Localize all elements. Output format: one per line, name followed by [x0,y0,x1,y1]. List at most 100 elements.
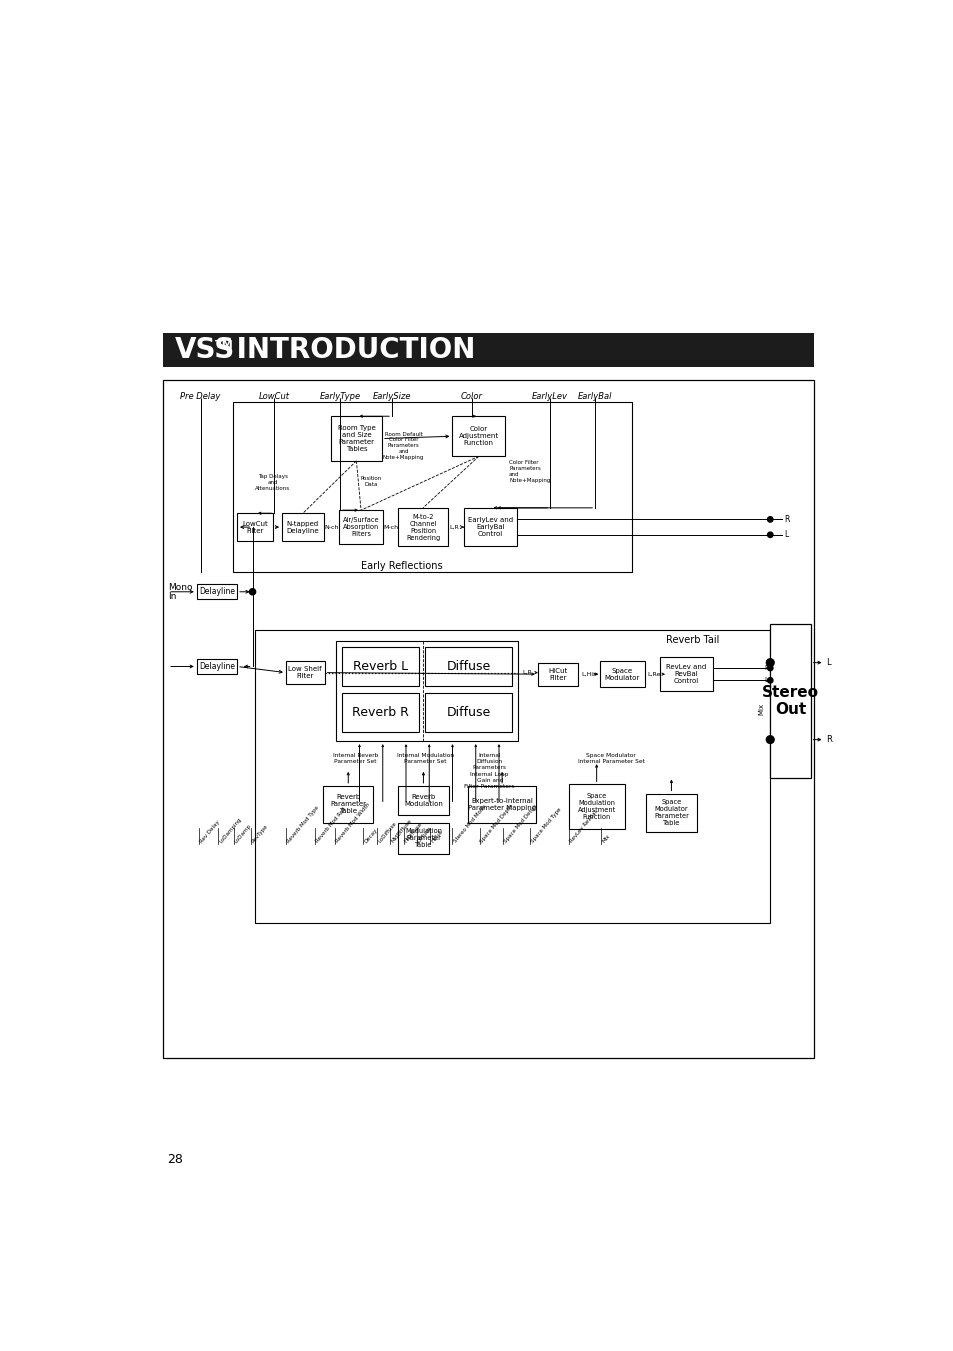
Text: L: L [783,531,787,539]
Bar [468,786,536,823]
Circle shape [249,589,255,594]
Text: Room Type
and Size
Parameter
Tables: Room Type and Size Parameter Tables [337,426,375,453]
Text: RevType: RevType [251,823,269,843]
Text: Early Reflections: Early Reflections [360,561,442,570]
Text: L,R: L,R [449,524,458,530]
Text: Reverb
Parameter
Table: Reverb Parameter Table [330,794,366,815]
Text: EarlyBal: EarlyBal [578,392,612,401]
Text: Reverb Mod Type: Reverb Mod Type [286,805,319,843]
Text: Reverb R: Reverb R [352,707,409,719]
Text: M-ch: M-ch [382,524,397,530]
Bar [236,513,273,540]
Circle shape [765,736,773,743]
Text: Diffuse: Diffuse [416,825,433,843]
Text: Color
Adjustment
Function: Color Adjustment Function [458,426,498,446]
Text: Reverb Mod Width: Reverb Mod Width [335,802,371,843]
Text: R: R [764,665,769,671]
Text: L: L [825,658,830,667]
Text: In: In [168,592,176,601]
Text: EarlyLev and
EarlyBal
Control: EarlyLev and EarlyBal Control [467,517,513,538]
Bar [397,508,447,546]
Bar [163,334,814,367]
Circle shape [767,516,772,521]
Text: LoDiffuse: LoDiffuse [377,820,397,843]
Text: RevLev RevBal: RevLev RevBal [568,809,598,843]
Text: Space
Modulator: Space Modulator [604,667,639,681]
Bar [323,786,373,823]
Bar [464,508,517,546]
Text: Mix: Mix [757,703,763,715]
Text: LowCut
Filter: LowCut Filter [242,520,268,534]
Bar [341,647,418,686]
Text: Space Mod Depth: Space Mod Depth [479,802,515,843]
Text: Rev Delay: Rev Delay [199,819,220,843]
Text: Color: Color [460,392,482,401]
Text: Expert-to-Internal
Parameter Mapping: Expert-to-Internal Parameter Mapping [468,798,536,811]
Bar [282,513,323,540]
Bar [397,823,448,854]
Bar [425,693,512,732]
Text: L: L [764,677,768,684]
Text: Diffuse: Diffuse [446,661,491,673]
Text: Color Filter
Parameters
and
Note+Mapping: Color Filter Parameters and Note+Mapping [509,461,550,482]
Text: Internal Loop
Gain and
Filter Parameters: Internal Loop Gain and Filter Parameters [464,766,515,789]
Text: HiCut: HiCut [430,830,443,843]
Bar [335,642,517,742]
Text: Modulation
Parameter
Table: Modulation Parameter Table [404,828,441,848]
Text: EarlyType: EarlyType [319,392,360,401]
Bar [645,793,696,832]
Text: Stereo Mod Mode: Stereo Mod Mode [452,804,487,843]
Text: N-ch: N-ch [324,524,338,530]
Text: TM: TM [214,339,233,350]
Text: 28: 28 [167,1152,183,1166]
Text: R: R [825,735,831,744]
Bar [599,661,644,688]
Text: Room Default
Color Filter
Parameters
and
Note+Mapping: Room Default Color Filter Parameters and… [382,431,424,459]
Text: L,Re: L,Re [647,671,660,677]
Text: VSS: VSS [174,336,235,363]
Bar [659,657,712,692]
Bar [163,380,814,1058]
Circle shape [767,532,772,538]
Text: MidDiffuse: MidDiffuse [390,819,413,843]
Bar [452,416,505,457]
Circle shape [767,665,772,670]
Circle shape [765,659,773,666]
Text: LoDamping: LoDamping [218,816,242,843]
Text: R: R [783,515,789,524]
Text: Mix: Mix [600,834,611,843]
Text: Tap Delays
and
Attenuations: Tap Delays and Attenuations [254,474,290,490]
Circle shape [767,678,772,684]
Text: Reverb Tail: Reverb Tail [665,635,719,644]
Text: Reverb Mod Roll: Reverb Mod Roll [314,807,346,843]
Text: Internal
Diffusion
Parameters: Internal Diffusion Parameters [472,754,506,770]
Bar [425,647,512,686]
Text: Position
Data: Position Data [360,477,381,488]
Bar [196,659,236,674]
Text: M-to-2
Channel
Position
Rendering: M-to-2 Channel Position Rendering [405,513,439,540]
Bar [254,631,769,923]
Text: Space Mod Detun: Space Mod Detun [502,802,537,843]
Text: Reverb
Modulation: Reverb Modulation [403,794,442,807]
Text: Decay: Decay [363,827,378,843]
Text: HiDiffuse: HiDiffuse [403,821,423,843]
Text: EarlyLev: EarlyLev [532,392,568,401]
Text: Stereo
Out: Stereo Out [761,685,818,717]
Bar [196,584,236,600]
Bar [233,403,632,571]
Bar [769,624,810,778]
Bar [568,785,624,830]
Bar [339,511,382,544]
Bar [537,662,578,686]
Bar [397,786,448,815]
Text: Diffuse: Diffuse [446,707,491,719]
Text: Low Shelf
Filter: Low Shelf Filter [288,666,322,680]
Text: Air/Surface
Absorption
Filters: Air/Surface Absorption Filters [342,517,379,538]
Bar [341,693,418,732]
Text: Reverb L: Reverb L [353,661,408,673]
Text: INTRODUCTION: INTRODUCTION [227,336,475,363]
Text: RevLev and
RevBal
Control: RevLev and RevBal Control [666,665,706,684]
Text: Space Modulator
Internal Parameter Set: Space Modulator Internal Parameter Set [578,754,644,765]
Text: Delayline: Delayline [198,588,234,596]
Text: Pre Delay: Pre Delay [180,392,220,401]
